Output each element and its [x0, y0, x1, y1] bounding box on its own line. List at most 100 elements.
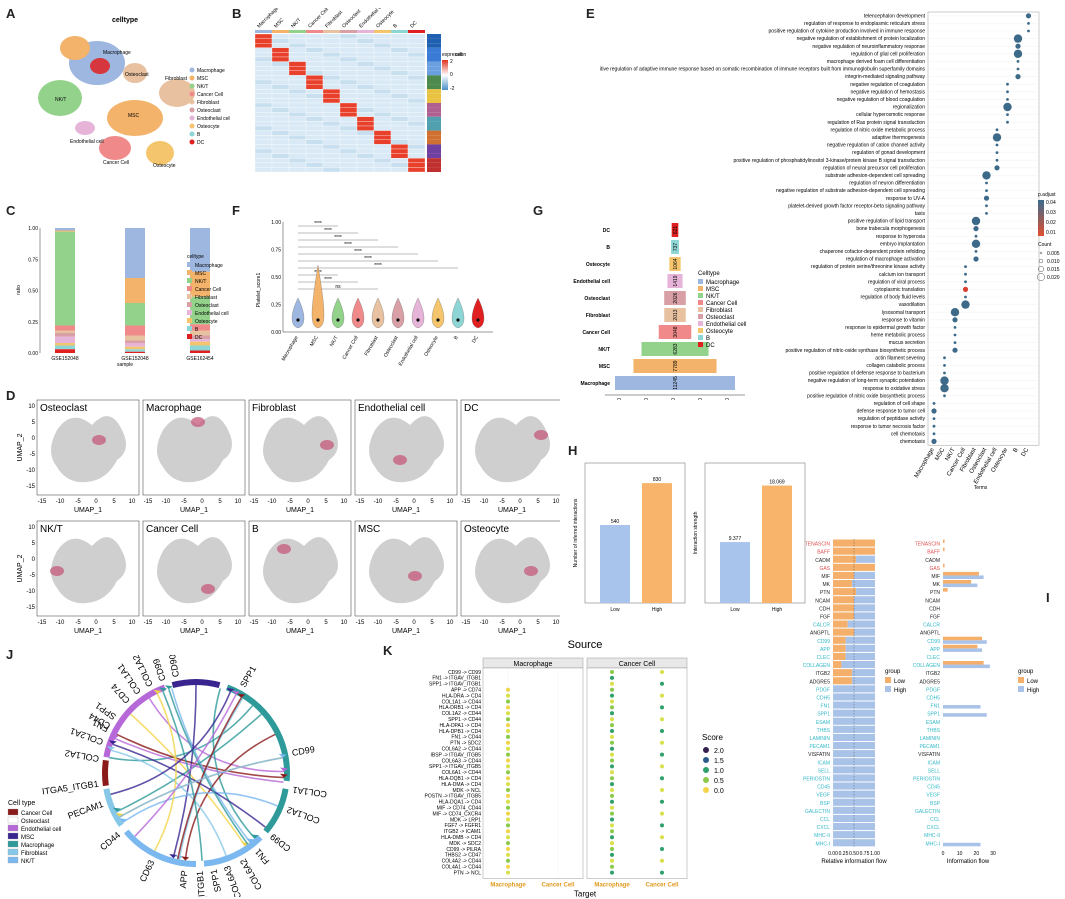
b-cell: [390, 135, 409, 140]
d-ytick: 0: [32, 436, 36, 442]
j-gene-label: COL1A2: [285, 805, 321, 826]
h-value-label: 830: [653, 477, 662, 483]
b-cell: [322, 84, 341, 90]
k-dot: [610, 793, 614, 798]
d-subpanel-title: Osteocyte: [464, 524, 509, 535]
b-cell: [288, 167, 307, 173]
k-dot: [506, 717, 510, 722]
k-dot: [506, 847, 510, 851]
k-interaction-label: COL1A1 -> CD44: [442, 699, 482, 705]
i-flow-low-bar: [943, 563, 945, 568]
k-interaction-label: PTN -> NCL: [454, 870, 482, 876]
k-dot: [506, 782, 510, 787]
e-term-label: cytoplasmic translation: [874, 287, 925, 293]
b-cell: [271, 139, 290, 145]
e-dot: [940, 376, 949, 385]
i-xtick-left: 1.00: [870, 851, 880, 857]
b-cell: [271, 43, 290, 48]
e-term-label: integrin-mediated signaling pathway: [845, 74, 925, 80]
e-dot: [943, 356, 946, 360]
b-cell: [407, 116, 426, 122]
g-value-label: 3048: [673, 326, 679, 337]
c-legend: celltype Macrophage MSC NK/T Cancer Cell Fibr…: [187, 254, 229, 341]
d-xtick: -10: [56, 499, 65, 505]
b-cell: [339, 102, 358, 108]
d-grid: Osteoclast -15 -10 -5 0 5 10 UMAP_1 10 5 0 -5 -10 -15…: [17, 399, 560, 635]
d-xtick: -5: [181, 499, 187, 505]
j-gene-label: PECAM1: [66, 799, 104, 821]
b-cell: [322, 130, 341, 136]
j-legend-label: Osteoclast: [21, 819, 50, 825]
f-violin: [371, 297, 385, 329]
j-gene-label: SPP1: [238, 664, 258, 689]
b-cell: [305, 61, 324, 67]
g-bar: [658, 325, 692, 339]
e-dot: [932, 432, 936, 436]
heatmap-legend-tick-4: -2: [450, 86, 455, 92]
d-xtick: 0: [200, 620, 204, 626]
i-xtick-right: 30: [990, 851, 996, 857]
b-cell: [305, 93, 324, 99]
e-dot: [964, 280, 967, 284]
b-cell: [288, 116, 307, 122]
d-xtick: 10: [553, 620, 560, 626]
b-cell: [271, 107, 290, 113]
b-cell: [271, 135, 290, 140]
g-legend-label: Fibroblast: [706, 308, 733, 314]
e-dot: [931, 408, 937, 414]
i-pathway-label-left: VEGF: [816, 793, 830, 799]
b-cell: [271, 66, 290, 71]
k-interaction-label: COL4A1 -> CD44: [442, 865, 482, 871]
c-legend-label: Macrophage: [195, 263, 223, 269]
a-legend-swatch: [189, 67, 195, 73]
i-pathway-label-right: COLLAGEN: [913, 663, 941, 669]
d-xtick: 5: [430, 620, 434, 626]
k-dot: [506, 740, 510, 745]
e-term-label: response to vitamin: [882, 317, 926, 323]
i-pathway-label-left: BSP: [820, 801, 831, 807]
k-interaction-label: PTN -> SDC2: [450, 741, 481, 747]
cluster-cancer: [99, 136, 131, 160]
e-term-label: actin filament severing: [875, 355, 925, 361]
k-dot: [506, 734, 510, 739]
b-cell: [254, 121, 273, 127]
e-term-label: positive regulation of nitric-oxide synt…: [785, 348, 925, 354]
f-violin: [311, 264, 325, 329]
e-term-label: regulation of glial cell proliferation: [851, 51, 925, 57]
b-cell: [322, 167, 341, 173]
panel-label-a: A: [6, 6, 16, 21]
k-dot: [610, 788, 614, 792]
i-legend-label-high: High: [1027, 688, 1039, 694]
e-dot: [1003, 102, 1012, 112]
i-pathway-label-right: PECAM1: [919, 744, 940, 750]
b-cell: [305, 112, 324, 117]
j-chord-link: [122, 792, 278, 823]
b-cell: [390, 144, 409, 150]
b-cell: [288, 79, 307, 85]
cluster-msc: [107, 100, 163, 136]
b-cell: [288, 107, 307, 113]
i-pathway-label-left: CADM: [815, 558, 830, 564]
g-legend-swatch: [698, 314, 703, 319]
d-ytick: -10: [26, 589, 35, 595]
b-cell: [407, 130, 426, 136]
b-gene-swatch: [427, 135, 441, 140]
j-arc-segment: [263, 788, 289, 834]
d-subpanel-title: Fibroblast: [252, 403, 296, 414]
c-bars: GSE152048 GSE152048 GSE162454: [51, 228, 214, 362]
f-ytick: 0.25: [271, 303, 281, 309]
j-gene-label: CD63: [138, 858, 157, 883]
f-violin: [291, 297, 305, 329]
g-legend-label: Cancer Cell: [706, 301, 737, 307]
b-cell: [339, 135, 358, 140]
b-cell: [356, 33, 375, 39]
d-subpanel-title: NK/T: [40, 524, 63, 535]
k-dot: [660, 764, 664, 769]
b-cell: [373, 98, 392, 104]
b-cell: [407, 112, 426, 117]
b-cell: [254, 56, 273, 62]
k-dot: [506, 799, 510, 804]
k-dot: [660, 681, 664, 686]
b-cell: [254, 116, 273, 122]
i-pathway-label-right: NCAM: [925, 598, 940, 604]
